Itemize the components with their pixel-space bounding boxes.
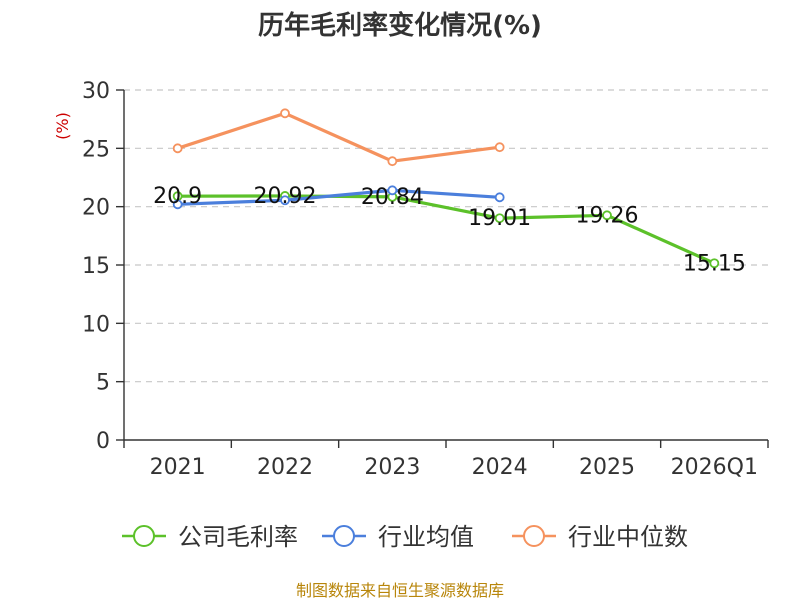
- series-line: [177, 194, 715, 265]
- legend[interactable]: 公司毛利率 行业均值 行业中位数: [122, 523, 688, 551]
- data-source-footer: 制图数据来自恒生聚源数据库: [296, 581, 504, 600]
- series-point[interactable]: [172, 143, 183, 154]
- data-label: 19.26: [576, 203, 639, 228]
- series-point[interactable]: [387, 156, 398, 167]
- series-layer: [172, 108, 720, 269]
- x-tick-label: 2023: [364, 455, 420, 480]
- data-labels: 20.9 20.92 20.84 19.01 19.26 15.15: [153, 184, 746, 276]
- y-tick-label: 30: [82, 79, 110, 104]
- x-tick-label: 2026Q1: [671, 455, 758, 480]
- legend-marker[interactable]: [333, 525, 355, 547]
- series-point[interactable]: [387, 185, 398, 196]
- data-label: 20.9: [153, 184, 202, 209]
- legend-label[interactable]: 行业均值: [378, 523, 474, 551]
- series-line: [177, 188, 500, 206]
- y-tick-label: 15: [82, 254, 110, 279]
- legend-marker[interactable]: [133, 525, 155, 547]
- series-point[interactable]: [494, 142, 505, 153]
- y-axis-unit-label: (%): [53, 112, 72, 140]
- data-label: 15.15: [683, 251, 746, 276]
- series-point[interactable]: [280, 108, 290, 119]
- y-tick-label: 20: [82, 196, 110, 221]
- legend-label[interactable]: 公司毛利率: [178, 523, 298, 551]
- data-label: 20.92: [254, 184, 317, 209]
- chart-title: 历年毛利率变化情况(%): [258, 10, 542, 41]
- y-tick-label: 25: [82, 137, 110, 162]
- data-label: 20.84: [361, 185, 424, 210]
- series-point[interactable]: [172, 199, 183, 210]
- data-label: 19.01: [468, 206, 531, 231]
- x-tick-label: 2021: [150, 455, 206, 480]
- y-tick-label: 5: [96, 371, 110, 396]
- y-tick-label: 0: [96, 429, 110, 454]
- legend-label[interactable]: 行业中位数: [568, 523, 688, 551]
- series-point[interactable]: [494, 213, 505, 224]
- x-tick-label: 2022: [257, 455, 313, 480]
- y-tick-label: 10: [82, 312, 110, 337]
- series-point[interactable]: [602, 210, 612, 221]
- x-tick-label: 2024: [472, 455, 528, 480]
- series-point[interactable]: [280, 195, 290, 206]
- x-tick-label: 2025: [579, 455, 635, 480]
- series-point[interactable]: [494, 192, 505, 203]
- series-line: [177, 111, 500, 163]
- legend-marker[interactable]: [523, 525, 545, 547]
- series-point[interactable]: [709, 258, 720, 269]
